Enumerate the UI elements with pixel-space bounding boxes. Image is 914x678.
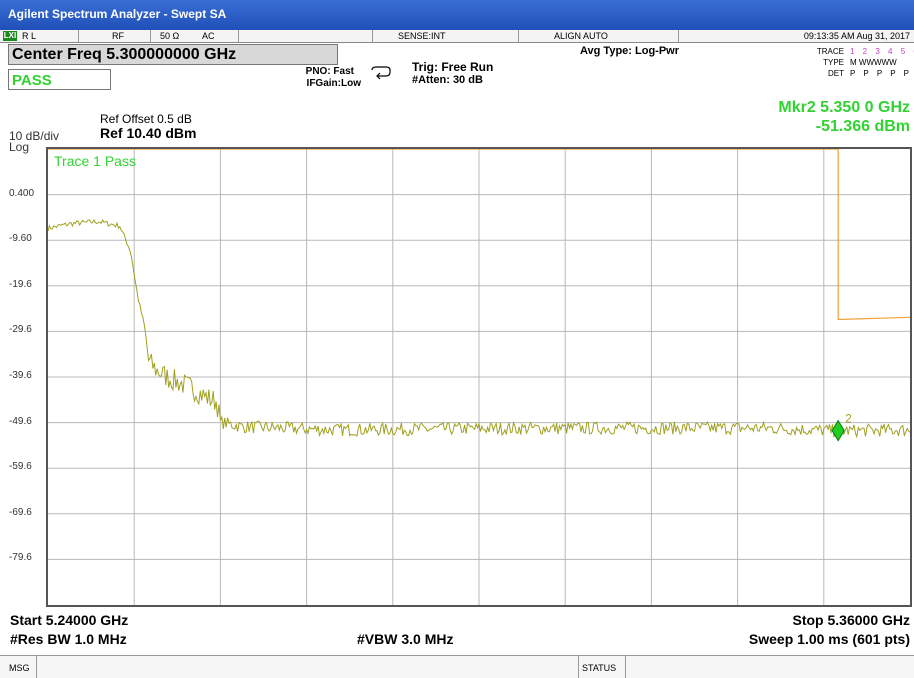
window-title: Agilent Spectrum Analyzer - Swept SA bbox=[0, 0, 914, 30]
ifgain-indicator: IFGain:Low bbox=[306, 78, 361, 89]
marker-freq: Mkr2 5.350 0 GHz bbox=[778, 99, 910, 116]
pno-indicator: PNO: Fast bbox=[305, 66, 354, 77]
avg-type-indicator: Avg Type: Log-Pwr bbox=[580, 45, 679, 57]
trace-values: 1 2 3 4 5 6 bbox=[850, 47, 914, 56]
message-bar: MSG STATUS bbox=[0, 655, 914, 678]
center-freq-readout[interactable]: Center Freq 5.300000000 GHz bbox=[8, 44, 338, 65]
impedance-indicator: 50 Ω bbox=[160, 31, 180, 41]
scale-type: Log bbox=[9, 140, 30, 154]
atten-indicator: #Atten: 30 dB bbox=[412, 74, 483, 86]
y-tick-label: -59.6 bbox=[9, 461, 32, 473]
marker-label: 2 bbox=[845, 412, 852, 426]
sense-indicator: SENSE:INT bbox=[398, 31, 446, 41]
pass-indicator: PASS bbox=[8, 69, 111, 90]
datetime: 09:13:35 AM Aug 31, 2017 bbox=[803, 31, 910, 41]
limit-line bbox=[48, 149, 910, 321]
ref-level[interactable]: Ref 10.40 dBm bbox=[100, 125, 197, 141]
y-tick-label: -29.6 bbox=[9, 324, 32, 336]
marker-amp: -51.366 dBm bbox=[815, 118, 910, 135]
trace-1-line bbox=[48, 218, 910, 439]
align-indicator: ALIGN AUTO bbox=[554, 31, 608, 41]
type-label: TYPE bbox=[823, 58, 844, 67]
scale-per-div: 10 dB/div bbox=[9, 129, 60, 143]
status-row: LXI R L RF 50 Ω AC SENSE:INT ALIGN AUTO … bbox=[0, 30, 914, 43]
start-freq[interactable]: Start 5.24000 GHz bbox=[10, 612, 129, 628]
spectrum-graph[interactable]: 2 bbox=[48, 149, 910, 605]
trace-pass-label: Trace 1 Pass bbox=[54, 153, 136, 169]
ref-offset: Ref Offset 0.5 dB bbox=[100, 112, 192, 126]
stop-freq[interactable]: Stop 5.36000 GHz bbox=[792, 612, 911, 628]
det-label: DET bbox=[828, 69, 844, 78]
plot-area[interactable]: 2 Trace 1 Pass bbox=[46, 147, 912, 607]
rl-indicator: R L bbox=[22, 31, 37, 41]
vbw[interactable]: #VBW 3.0 MHz bbox=[357, 631, 454, 647]
trig-indicator: Trig: Free Run bbox=[412, 60, 494, 74]
status-label: STATUS bbox=[582, 663, 617, 673]
lxi-icon: LXI bbox=[3, 31, 17, 41]
rf-indicator: RF bbox=[112, 31, 124, 41]
coupling-indicator: AC bbox=[202, 31, 215, 41]
y-tick-label: -39.6 bbox=[9, 370, 32, 381]
marker-diamond[interactable] bbox=[831, 419, 845, 442]
y-tick-label: -19.6 bbox=[9, 278, 32, 290]
sweep-time[interactable]: Sweep 1.00 ms (601 pts) bbox=[748, 631, 910, 647]
trace-label: TRACE bbox=[816, 47, 844, 56]
res-bw[interactable]: #Res BW 1.0 MHz bbox=[10, 631, 127, 647]
y-tick-label: -69.6 bbox=[9, 506, 32, 518]
msg-label: MSG bbox=[9, 663, 30, 673]
trigger-icon bbox=[371, 66, 391, 80]
y-tick-label: -9.60 bbox=[9, 233, 32, 245]
y-tick-label: -49.6 bbox=[9, 415, 32, 427]
y-tick-label: -79.6 bbox=[9, 552, 32, 564]
type-values: M WWWWW bbox=[850, 58, 897, 67]
y-tick-label: 0.400 bbox=[9, 187, 35, 199]
det-values: P P P P P P bbox=[850, 69, 914, 78]
